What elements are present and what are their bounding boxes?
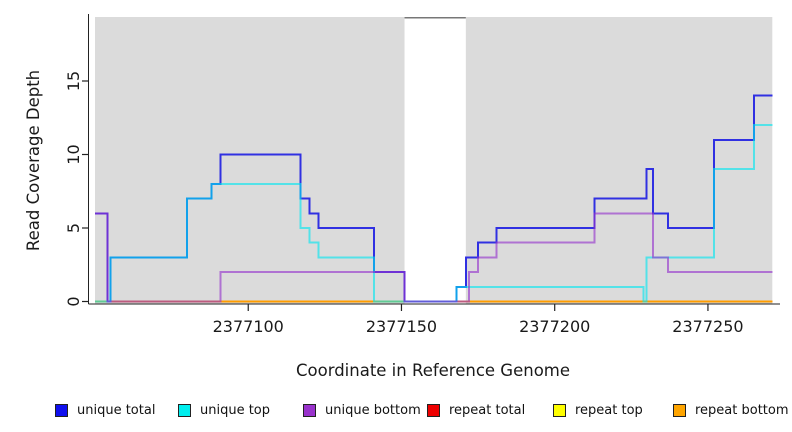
gap-region <box>404 17 466 304</box>
x-tick-label: 2377250 <box>672 317 743 336</box>
legend-label: repeat bottom <box>695 402 789 418</box>
y-tick-label: 10 <box>64 144 83 164</box>
x-axis-title: Coordinate in Reference Genome <box>296 361 570 380</box>
legend-label: unique bottom <box>325 402 421 418</box>
legend-item-unique-total: unique total <box>55 402 155 418</box>
y-tick-label: 5 <box>64 223 83 233</box>
series-unique-top <box>95 124 773 303</box>
chart-legend: unique total unique top unique bottom repea… <box>0 402 792 424</box>
legend-label: unique total <box>77 402 156 418</box>
legend-item-repeat-bottom: repeat bottom <box>673 402 789 418</box>
y-tick-label: 0 <box>64 296 83 306</box>
legend-swatch-icon <box>178 403 191 417</box>
legend-label: repeat top <box>575 402 643 418</box>
series-unique-bottom <box>95 212 773 303</box>
legend-label: repeat total <box>449 402 526 418</box>
y-axis-title: Read Coverage Depth <box>24 70 43 251</box>
legend-item-unique-bottom: unique bottom <box>303 402 421 418</box>
legend-label: unique top <box>200 402 271 418</box>
x-tick-label: 2377150 <box>366 317 437 336</box>
legend-swatch-icon <box>673 403 686 417</box>
legend-swatch-icon <box>55 403 68 417</box>
x-tick-label: 2377100 <box>213 317 284 336</box>
legend-swatch-icon <box>427 403 440 417</box>
legend-item-repeat-top: repeat top <box>553 402 643 418</box>
y-tick-label: 15 <box>64 71 83 91</box>
legend-swatch-icon <box>553 403 566 417</box>
legend-item-unique-top: unique top <box>178 402 270 418</box>
x-tick-label: 2377200 <box>519 317 590 336</box>
legend-item-repeat-total: repeat total <box>427 402 525 418</box>
legend-swatch-icon <box>303 403 316 417</box>
chart-render-layer: 2377100 2377150 2377200 2377250 0 5 10 15 <box>64 14 780 336</box>
